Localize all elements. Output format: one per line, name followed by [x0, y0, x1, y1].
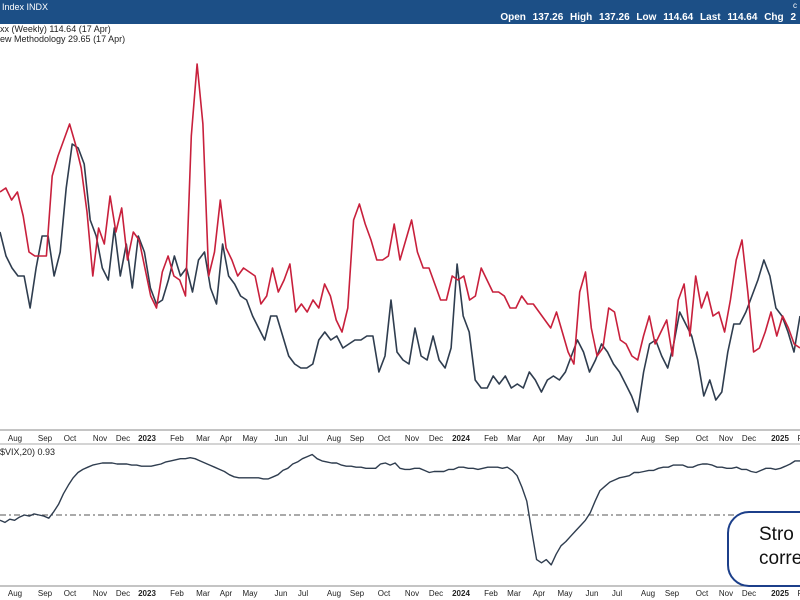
- top-axis-tick-label: Dec: [429, 434, 443, 443]
- top-axis-tick-label: F: [798, 434, 800, 443]
- bottom-axis-tick-label: Mar: [507, 589, 521, 598]
- top-axis-tick-label: Oct: [696, 434, 709, 443]
- legend-series-1: xx (Weekly) 114.64 (17 Apr): [0, 24, 111, 34]
- bottom-axis-tick-label: 2025: [771, 589, 789, 598]
- top-axis-labels: Aug Sep Oct Nov Dec 2023 Feb Mar Apr May Jun Jul Aug…: [8, 434, 800, 443]
- quote-low-label: Low: [636, 12, 657, 23]
- top-axis-tick-label: 2024: [452, 434, 470, 443]
- correlation-legend: $VIX,20) 0.93: [0, 447, 55, 457]
- top-axis-tick-label: Oct: [64, 434, 77, 443]
- top-axis-tick-label: Jul: [298, 434, 308, 443]
- bottom-axis-tick-label: Aug: [327, 589, 341, 598]
- top-axis-tick-label: Feb: [170, 434, 184, 443]
- quote-open-value: 137.26: [532, 12, 564, 23]
- callout-line-1: Stro: [759, 524, 794, 545]
- top-axis-tick-label: Apr: [533, 434, 546, 443]
- bottom-axis-labels: Aug Sep Oct Nov Dec 2023 Feb Mar Apr May Jun Jul Aug…: [8, 589, 800, 598]
- bottom-axis-tick-label: Apr: [533, 589, 546, 598]
- quote-last-label: Last: [700, 12, 721, 23]
- callout-line-2: correl: [759, 548, 800, 569]
- bottom-axis-tick-label: 2024: [452, 589, 470, 598]
- top-axis-tick-label: Mar: [507, 434, 521, 443]
- quote-open-label: Open: [500, 12, 526, 23]
- correlation-line: [0, 453, 800, 566]
- top-axis-tick-label: Feb: [484, 434, 498, 443]
- main-panel-bg: [0, 24, 800, 430]
- top-axis-tick-label: Nov: [93, 434, 107, 443]
- bottom-axis-tick-label: Sep: [38, 589, 53, 598]
- bottom-axis-tick-label: May: [242, 589, 257, 598]
- bottom-axis-tick-label: Aug: [8, 589, 22, 598]
- bottom-axis-tick-label: Apr: [220, 589, 233, 598]
- bottom-axis-tick-label: Oct: [64, 589, 77, 598]
- quote-chg-label: Chg: [764, 12, 784, 23]
- bottom-axis-tick-label: Jul: [298, 589, 308, 598]
- series-line-weekly: [0, 63, 800, 365]
- top-axis-tick-label: Dec: [742, 434, 756, 443]
- bottom-axis-tick-label: May: [557, 589, 572, 598]
- bottom-axis-tick-label: Oct: [696, 589, 709, 598]
- top-axis-tick-label: Aug: [327, 434, 341, 443]
- bottom-axis-tick-label: 2023: [138, 589, 156, 598]
- top-axis-tick-label: Dec: [116, 434, 130, 443]
- top-axis-tick-label: May: [242, 434, 257, 443]
- quote-high-label: High: [570, 12, 593, 23]
- top-axis-tick-label: Sep: [350, 434, 365, 443]
- series-layer: [0, 63, 800, 566]
- callout-box: Stro correl: [727, 511, 800, 587]
- bottom-axis-tick-label: Oct: [378, 589, 391, 598]
- quote-chg-value: 2: [790, 12, 796, 23]
- callout-text: Stro correl: [759, 523, 800, 571]
- top-axis-tick-label: Aug: [641, 434, 655, 443]
- top-axis-tick-label: Nov: [719, 434, 733, 443]
- bottom-axis-tick-label: Feb: [170, 589, 184, 598]
- top-axis-tick-label: Oct: [378, 434, 391, 443]
- bottom-axis-tick-label: Aug: [641, 589, 655, 598]
- bottom-axis-tick-label: Nov: [93, 589, 107, 598]
- top-axis-tick-label: Jun: [275, 434, 288, 443]
- legend-series-2: ew Methodology 29.65 (17 Apr): [0, 34, 125, 44]
- series-line-ew-methodology: [0, 143, 800, 413]
- top-axis-tick-label: Jun: [586, 434, 599, 443]
- header-corner-text: c: [793, 1, 797, 10]
- bottom-axis-tick-label: Mar: [196, 589, 210, 598]
- bottom-axis-tick-label: Jul: [612, 589, 622, 598]
- quote-low-value: 114.64: [663, 12, 694, 23]
- bottom-axis-tick-label: Dec: [742, 589, 756, 598]
- top-axis-tick-label: Mar: [196, 434, 210, 443]
- top-axis-tick-label: Sep: [38, 434, 53, 443]
- bottom-axis-tick-label: Jun: [586, 589, 599, 598]
- top-axis-tick-label: Jul: [612, 434, 622, 443]
- bottom-axis-tick-label: Jun: [275, 589, 288, 598]
- top-axis-tick-label: Nov: [405, 434, 419, 443]
- bottom-axis-tick-label: Feb: [484, 589, 498, 598]
- chart-title: Index INDX: [2, 2, 49, 12]
- bottom-axis-tick-label: Nov: [405, 589, 419, 598]
- top-axis-tick-label: 2023: [138, 434, 156, 443]
- bottom-axis-tick-label: Sep: [350, 589, 365, 598]
- bottom-axis-tick-label: Sep: [665, 589, 680, 598]
- top-axis-tick-label: May: [557, 434, 572, 443]
- bottom-axis-tick-label: Dec: [116, 589, 130, 598]
- chart-header-bar: Index INDX c Open 137.26 High 137.26 Low…: [0, 0, 800, 24]
- top-axis-tick-label: Apr: [220, 434, 233, 443]
- quote-high-value: 137.26: [599, 12, 630, 23]
- top-axis-tick-label: Aug: [8, 434, 22, 443]
- top-axis-tick-label: 2025: [771, 434, 789, 443]
- bottom-axis-tick-label: Dec: [429, 589, 443, 598]
- quote-last-value: 114.64: [727, 12, 758, 23]
- top-axis-tick-label: Sep: [665, 434, 680, 443]
- bottom-axis-tick-label: F: [798, 589, 800, 598]
- bottom-axis-tick-label: Nov: [719, 589, 733, 598]
- quote-summary: Open 137.26 High 137.26 Low 114.64 Last …: [496, 12, 796, 23]
